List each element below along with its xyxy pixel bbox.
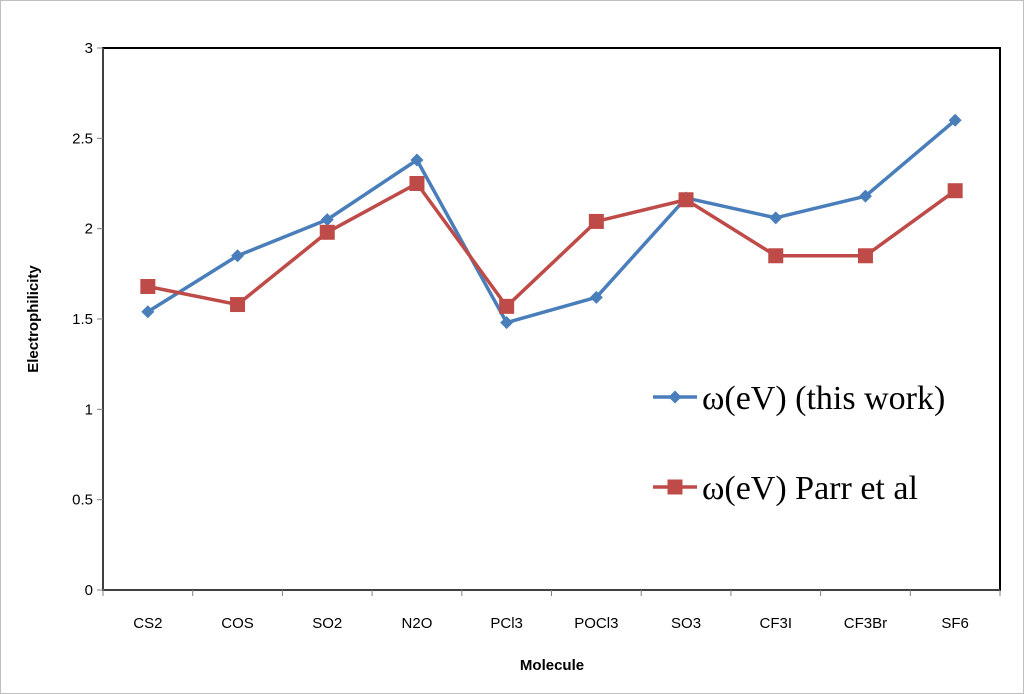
series-1 (141, 113, 962, 330)
data-point (588, 213, 604, 229)
series-line (147, 181, 957, 309)
x-tick-label: CF3Br (844, 615, 887, 632)
plot-area (102, 47, 1001, 591)
series-layer (140, 113, 963, 330)
series-2 (140, 176, 963, 314)
x-axis-title: Molecule (520, 657, 584, 674)
legend-label: ω(eV) Parr et al (702, 470, 918, 507)
y-tick-label: 0 (85, 582, 93, 599)
data-point (947, 183, 963, 199)
x-tick-label: POCl3 (574, 615, 618, 632)
legend-item: ω(eV) (this work) (653, 380, 945, 417)
data-point (231, 249, 245, 263)
x-tick-label: N2O (402, 615, 433, 632)
data-point (499, 298, 515, 314)
data-point (500, 316, 514, 330)
data-point (141, 305, 155, 319)
x-axis-ticks: CS2 COS SO2 N2O PCl3 POCl3 SO3 CF3I CF3Br SF6 (102, 590, 1001, 632)
data-point (857, 248, 873, 264)
x-tick-label: SF6 (941, 615, 969, 632)
data-point (769, 211, 783, 225)
data-point (230, 297, 246, 313)
data-point (409, 176, 425, 191)
y-tick-label: 3 (85, 40, 93, 57)
y-tick-label: 0.5 (72, 492, 93, 509)
x-tick-label: COS (221, 615, 254, 632)
data-point (678, 192, 694, 208)
legend-swatch-marker (667, 479, 683, 495)
data-point (768, 248, 784, 264)
y-tick-label: 2.5 (72, 130, 93, 147)
legend: ω(eV) (this work) ω(eV) Parr et al (653, 380, 945, 507)
data-point (319, 224, 335, 240)
x-tick-label: SO3 (671, 615, 701, 632)
data-point (140, 278, 156, 294)
y-tick-label: 2 (85, 221, 93, 238)
legend-swatch-marker (668, 390, 682, 404)
x-tick-label: PCl3 (490, 615, 523, 632)
x-tick-label: SO2 (312, 615, 342, 632)
legend-item: ω(eV) Parr et al (653, 470, 918, 507)
x-tick-label: CS2 (133, 615, 162, 632)
x-tick-label: CF3I (759, 615, 792, 632)
y-tick-label: 1.5 (72, 311, 93, 328)
data-point (589, 290, 603, 304)
y-axis-title: Electrophilicity (25, 265, 42, 373)
y-tick-label: 1 (85, 401, 93, 418)
data-point (858, 189, 872, 203)
legend-label: ω(eV) (this work) (702, 380, 945, 417)
series-line (146, 118, 957, 325)
data-point (320, 213, 334, 227)
y-axis-ticks: 0 0.5 1 1.5 2 2.5 3 (72, 40, 103, 599)
data-point (948, 113, 962, 127)
data-point (410, 153, 424, 167)
